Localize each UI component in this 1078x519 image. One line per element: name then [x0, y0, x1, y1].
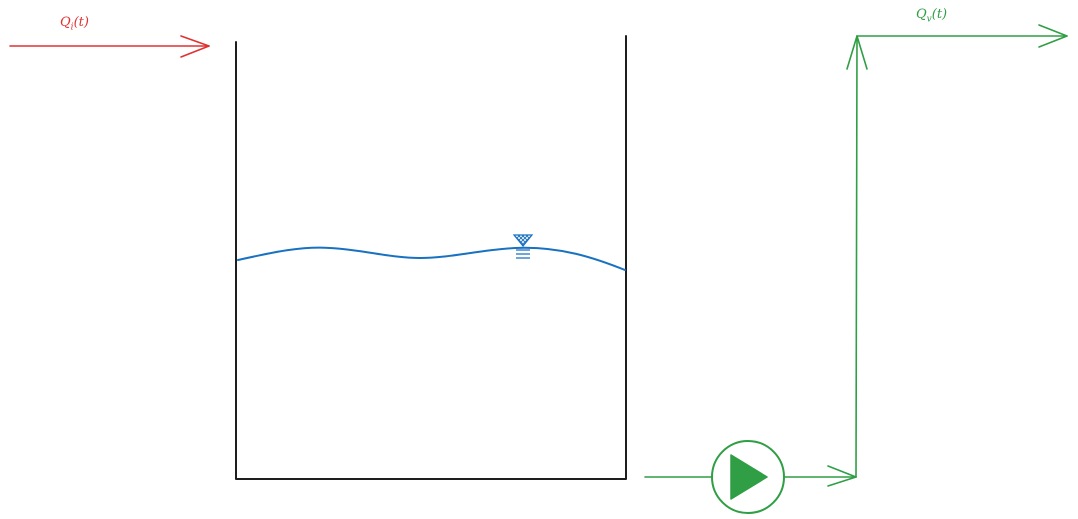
- inflow-arrow: [9, 35, 210, 58]
- water-level-indicator-icon: [512, 234, 534, 259]
- tank: [234, 35, 628, 480]
- pump-icon: [711, 440, 785, 514]
- outflow-pipe: [644, 24, 1068, 487]
- outflow-label: Qv(t): [916, 7, 948, 25]
- water-surface: [237, 246, 626, 271]
- inflow-label: Qi(t): [60, 15, 89, 33]
